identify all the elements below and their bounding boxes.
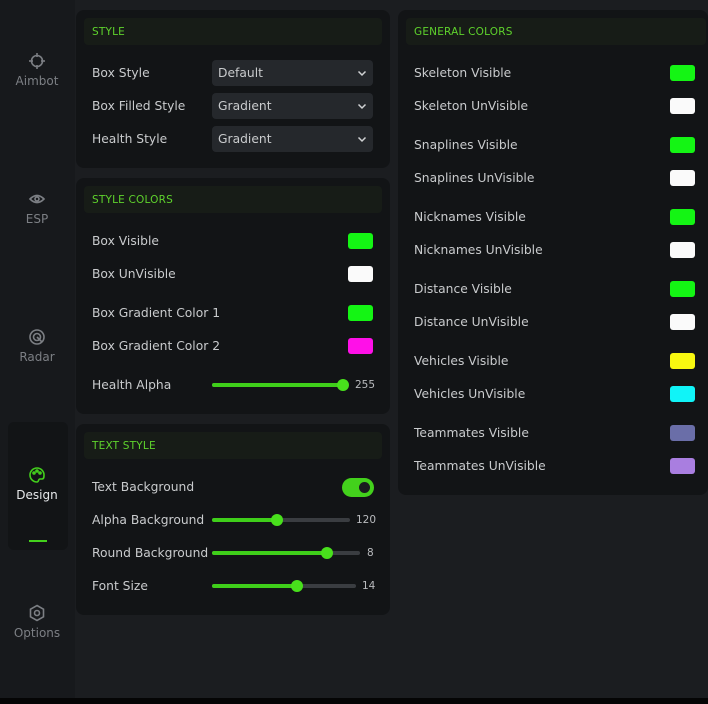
tab-label[interactable]: Aimbot (15, 74, 59, 88)
color-swatch[interactable] (670, 353, 695, 369)
slider-knob[interactable] (321, 547, 333, 559)
setting-label: Health Style (92, 132, 168, 146)
color-swatch[interactable] (670, 242, 695, 258)
slider-fill (212, 584, 297, 588)
panel-title: GENERAL COLORS (414, 26, 513, 38)
color-label: Distance Visible (414, 282, 512, 296)
color-label: Distance UnVisible (414, 315, 529, 329)
slider-value: 14 (362, 580, 376, 592)
icon (29, 604, 45, 622)
color-label: Skeleton Visible (414, 66, 512, 80)
color-label: Vehicles UnVisible (414, 387, 526, 401)
sidebar (0, 0, 75, 698)
slider-knob[interactable] (291, 580, 303, 592)
tab-icon (28, 604, 46, 622)
dropdown-value: Gradient (218, 99, 272, 113)
slider-value: 255 (355, 379, 376, 391)
tab-icon (28, 52, 46, 70)
color-label: Skeleton UnVisible (414, 99, 529, 113)
dropdown-arrow (357, 134, 367, 144)
icon (29, 329, 45, 345)
color-swatch[interactable] (348, 338, 373, 354)
slider-label: Font Size (92, 579, 148, 593)
color-label: Box Gradient Color 2 (92, 339, 221, 353)
setting-label: Box Style (92, 66, 150, 80)
dropdown[interactable]: Default (212, 60, 373, 86)
toggle[interactable] (342, 478, 374, 497)
active-indicator (29, 540, 47, 542)
color-swatch[interactable] (348, 233, 373, 249)
color-swatch[interactable] (670, 425, 695, 441)
color-label: Box Gradient Color 1 (92, 306, 221, 320)
toggle-label: Text Background (92, 480, 195, 494)
icon (29, 53, 45, 69)
color-swatch[interactable] (348, 305, 373, 321)
slider-value: 8 (367, 547, 374, 559)
panel-header (406, 18, 706, 45)
color-swatch[interactable] (670, 98, 695, 114)
bottom-bar (0, 698, 708, 704)
color-label: Teammates Visible (414, 426, 529, 440)
dropdown-value: Default (218, 66, 263, 80)
panel (76, 178, 390, 414)
color-swatch[interactable] (670, 137, 695, 153)
color-label: Nicknames Visible (414, 210, 526, 224)
dropdown-arrow (357, 101, 367, 111)
panel-header (84, 432, 382, 459)
color-label: Nicknames UnVisible (414, 243, 543, 257)
color-swatch[interactable] (670, 170, 695, 186)
color-swatch[interactable] (670, 281, 695, 297)
panel-title: TEXT STYLE (92, 440, 156, 452)
slider-fill (212, 551, 327, 555)
color-swatch[interactable] (670, 386, 695, 402)
tab-label[interactable]: Design (16, 488, 58, 502)
color-swatch[interactable] (670, 65, 695, 81)
color-label: Teammates UnVisible (414, 459, 546, 473)
chevron (357, 103, 367, 110)
color-label: Box Visible (92, 234, 159, 248)
chevron (357, 136, 367, 143)
color-label: Snaplines Visible (414, 138, 518, 152)
setting-label: Box Filled Style (92, 99, 186, 113)
slider-track[interactable] (212, 383, 343, 387)
tab-icon (28, 466, 46, 484)
tab-icon (28, 190, 46, 208)
slider-knob[interactable] (271, 514, 283, 526)
panel (398, 10, 708, 495)
dropdown-value: Gradient (218, 132, 272, 146)
color-swatch[interactable] (670, 209, 695, 225)
dropdown[interactable]: Gradient (212, 93, 373, 119)
slider-label: Health Alpha (92, 378, 172, 392)
slider-fill (212, 518, 277, 522)
panel-header (84, 18, 382, 45)
panel-title: STYLE COLORS (92, 194, 174, 206)
slider-label: Round Background (92, 546, 209, 560)
color-label: Snaplines UnVisible (414, 171, 535, 185)
icon (29, 467, 45, 483)
tab-label[interactable]: Radar (19, 350, 55, 364)
slider-label: Alpha Background (92, 513, 205, 527)
slider-track[interactable] (212, 551, 360, 555)
icon (28, 194, 46, 204)
color-swatch[interactable] (348, 266, 373, 282)
panel-title: STYLE (92, 26, 125, 38)
tab-label[interactable]: ESP (25, 212, 49, 226)
slider-knob[interactable] (337, 379, 349, 391)
chevron (357, 70, 367, 77)
dropdown-arrow (357, 68, 367, 78)
tab-label[interactable]: Options (13, 626, 61, 640)
color-label: Box UnVisible (92, 267, 176, 281)
color-swatch[interactable] (670, 314, 695, 330)
panel-header (84, 186, 382, 213)
tab-icon (28, 328, 46, 346)
slider-value: 120 (356, 514, 377, 526)
color-swatch[interactable] (670, 458, 695, 474)
dropdown[interactable]: Gradient (212, 126, 373, 152)
color-label: Vehicles Visible (414, 354, 509, 368)
slider-track[interactable] (212, 584, 356, 588)
active-tab (8, 422, 68, 550)
toggle-knob (359, 482, 370, 493)
slider-fill (212, 383, 343, 387)
